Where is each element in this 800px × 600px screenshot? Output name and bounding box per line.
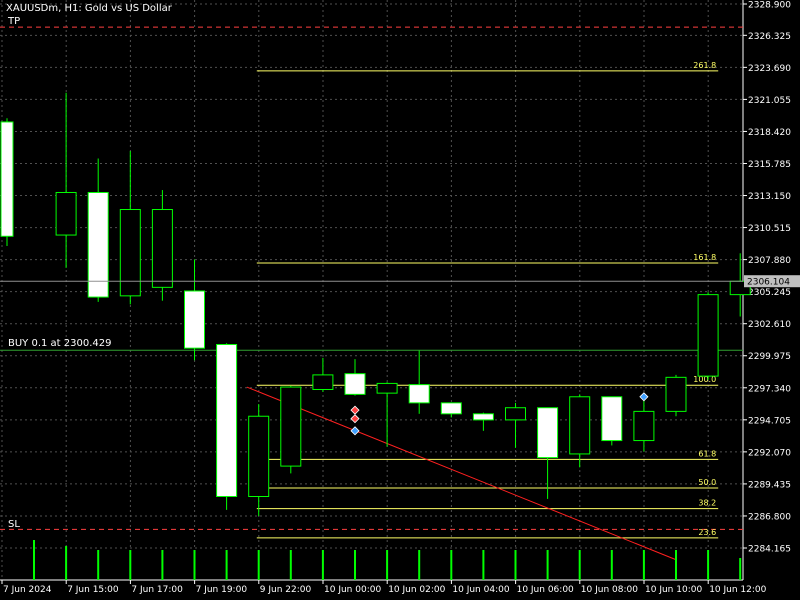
x-tick-label: 10 Jun 06:00 xyxy=(517,585,574,595)
candle-bear xyxy=(87,191,109,298)
fib-level-label: 161.8 xyxy=(693,253,716,262)
candle-bear xyxy=(408,384,430,404)
candle-bull xyxy=(505,407,526,421)
candle-bear xyxy=(0,121,14,237)
x-tick-label: 7 Jun 17:00 xyxy=(131,585,183,595)
y-tick-label: 2310.515 xyxy=(748,224,791,234)
fib-level-label: 38.2 xyxy=(698,499,716,508)
candle-bear xyxy=(344,373,366,395)
y-tick-label: 2302.610 xyxy=(748,320,791,330)
x-tick-label: 10 Jun 02:00 xyxy=(388,585,445,595)
take-profit-label: TP xyxy=(8,16,21,27)
current-price-tag xyxy=(744,275,800,288)
y-tick-label: 2307.880 xyxy=(748,256,791,266)
candle-bull xyxy=(312,374,334,390)
trendline xyxy=(246,386,677,561)
x-tick-label: 10 Jun 12:00 xyxy=(709,585,766,595)
sell-trade-marker xyxy=(350,405,360,415)
y-tick-label: 2315.785 xyxy=(748,160,791,170)
candle-bear xyxy=(601,396,623,442)
y-tick-label: 2284.165 xyxy=(748,545,791,555)
candle-bull xyxy=(633,410,655,442)
x-tick-label: 10 Jun 00:00 xyxy=(324,585,381,595)
fib-level-label: 50.0 xyxy=(698,478,716,487)
y-tick-label: 2321.055 xyxy=(748,96,791,106)
y-tick-label: 2286.800 xyxy=(748,512,791,522)
y-tick-label: 2299.975 xyxy=(748,352,791,362)
fib-level-label: 261.8 xyxy=(693,61,716,70)
fib-level-label: 61.8 xyxy=(698,449,716,458)
buy-order-label: BUY 0.1 at 2300.429 xyxy=(8,338,112,349)
y-tick-label: 2289.435 xyxy=(748,480,791,490)
symbol-title: XAUUSDm, H1: Gold vs US Dollar xyxy=(6,3,172,14)
candle-bear xyxy=(472,413,494,421)
candle-bull xyxy=(119,209,141,297)
x-tick-label: 10 Jun 10:00 xyxy=(645,585,702,595)
buy-trade-marker xyxy=(639,392,649,402)
candle-bear xyxy=(537,407,559,459)
current-price-value: 2306.104 xyxy=(747,278,790,288)
candle-bear xyxy=(216,343,238,498)
candle-bear xyxy=(440,402,462,415)
candle-bull xyxy=(151,209,173,288)
candle-bull xyxy=(376,382,398,394)
y-tick-label: 2326.325 xyxy=(748,32,791,42)
y-tick-label: 2323.690 xyxy=(748,64,791,74)
fib-level-label: 23.6 xyxy=(698,528,716,537)
x-tick-label: 10 Jun 04:00 xyxy=(452,585,509,595)
sell-trade-marker xyxy=(350,414,360,424)
y-tick-label: 2318.420 xyxy=(748,128,791,138)
candle-bull xyxy=(665,376,687,412)
y-tick-label: 2313.150 xyxy=(748,192,791,202)
candle-bull xyxy=(280,386,302,467)
candle-bull xyxy=(55,191,77,236)
candle-bear xyxy=(184,290,205,349)
y-tick-label: 2294.705 xyxy=(748,416,791,426)
fib-level-label: 100.0 xyxy=(693,375,716,384)
x-tick-label: 7 Jun 2024 xyxy=(3,585,52,595)
x-tick-label: 9 Jun 22:00 xyxy=(260,585,312,595)
y-tick-label: 2305.245 xyxy=(748,288,791,298)
x-tick-label: 10 Jun 08:00 xyxy=(581,585,638,595)
y-tick-label: 2328.900 xyxy=(748,1,791,11)
candle-bull xyxy=(697,294,719,377)
y-tick-label: 2292.070 xyxy=(748,448,791,458)
y-tick-label: 2297.340 xyxy=(748,384,791,394)
stop-loss-label: SL xyxy=(8,519,20,530)
x-tick-label: 7 Jun 19:00 xyxy=(196,585,248,595)
x-tick-label: 7 Jun 15:00 xyxy=(67,585,119,595)
buy-trade-marker xyxy=(350,426,360,436)
candle-bull xyxy=(248,415,270,498)
candle-bull xyxy=(569,396,591,455)
